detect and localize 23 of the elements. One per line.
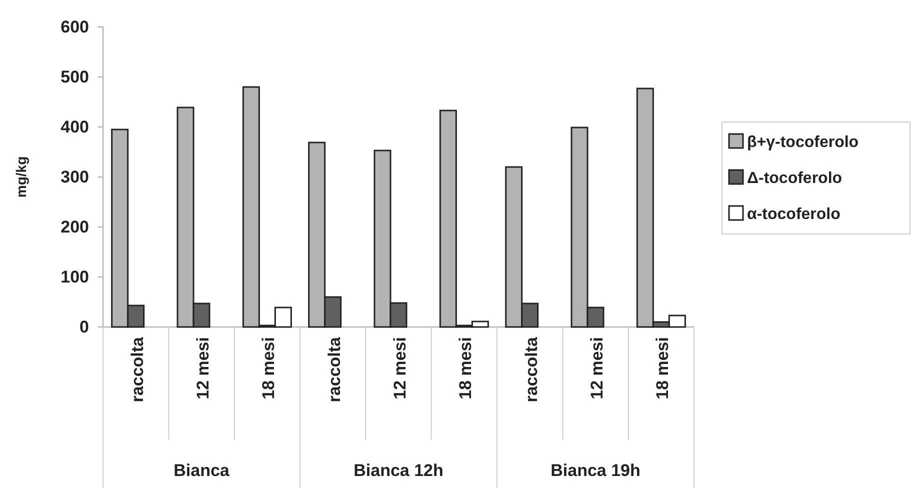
legend-label: Δ-tocoferolo	[747, 170, 842, 187]
x-tick-label: 12 mesi	[390, 337, 410, 400]
x-tick-label: raccolta	[522, 336, 541, 402]
legend-label: α-tocoferolo	[747, 206, 841, 223]
y-tick-label: 100	[60, 267, 89, 286]
y-axis-title: mg/kg	[13, 156, 29, 198]
y-tick-label: 200	[60, 217, 89, 236]
y-tick-label: 400	[60, 117, 89, 136]
y-tick-label: 0	[80, 317, 89, 336]
x-tick-label: 12 mesi	[588, 337, 606, 400]
y-tick-label: 300	[60, 167, 89, 186]
text: Bianca 19h	[550, 461, 640, 480]
x-tick-label: 18 mesi	[653, 337, 672, 400]
y-tick-label: 600	[60, 17, 89, 36]
text: Bianca 12h	[354, 461, 444, 480]
x-tick-label: 18 mesi	[259, 337, 278, 400]
legend-label: β+γ-tocoferolo	[747, 134, 859, 151]
text: Bianca	[174, 461, 230, 480]
x-tick-label: 12 mesi	[194, 337, 212, 400]
x-tick-label: raccolta	[324, 336, 344, 402]
x-tick-label: 18 mesi	[456, 337, 476, 400]
y-tick-label: 500	[60, 67, 89, 86]
x-tick-label: raccolta	[128, 336, 147, 402]
